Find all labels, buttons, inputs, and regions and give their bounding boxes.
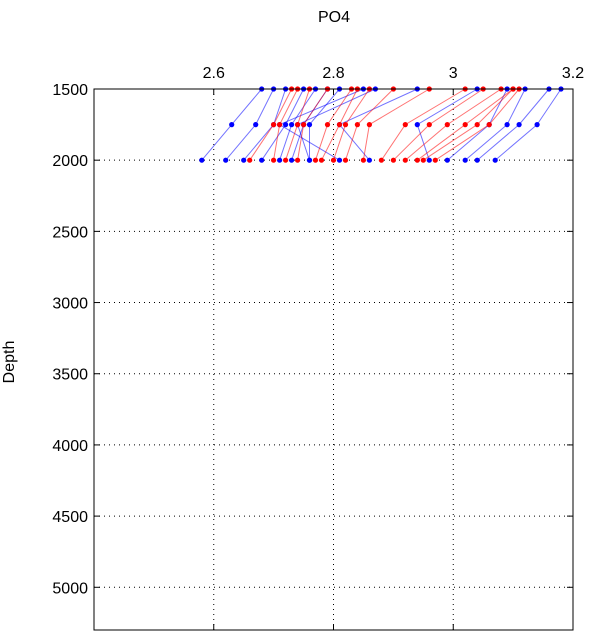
ticks: 2.6 2.8 3 3.2 1500 2000 2500 3000 3500 4000 4500 50… [52, 65, 584, 630]
y-axis-label: Depth [1, 341, 18, 384]
data-point [271, 157, 277, 163]
data-point [444, 122, 450, 128]
data-point [277, 157, 283, 163]
x-tick-label: 2.6 [203, 65, 225, 82]
data-point [390, 157, 396, 163]
data-point [241, 157, 247, 163]
x-tick-label: 3 [449, 65, 458, 82]
data-point [247, 157, 253, 163]
data-point [324, 122, 331, 128]
data-point [229, 122, 235, 128]
x-tick-label: 2.8 [322, 65, 344, 82]
data-point [366, 157, 372, 163]
y-tick-label: 4500 [52, 509, 88, 526]
series-group [199, 86, 564, 163]
data-point [295, 122, 301, 128]
data-point [402, 157, 408, 163]
data-point [414, 122, 420, 128]
data-point [271, 122, 277, 128]
y-tick-label: 2500 [52, 224, 88, 241]
data-point [504, 122, 510, 128]
data-point [492, 157, 498, 163]
data-point [534, 122, 540, 128]
data-point [342, 122, 349, 128]
data-point [516, 122, 522, 128]
chart-title: PO4 [318, 9, 350, 26]
series-layer [199, 86, 564, 163]
data-point [462, 122, 468, 128]
data-point [336, 122, 343, 128]
y-tick-label: 1500 [52, 82, 88, 99]
data-point [432, 157, 438, 163]
data-point [360, 157, 366, 163]
data-point [259, 157, 265, 163]
profile-line [309, 88, 340, 161]
data-point [354, 122, 360, 128]
data-point [306, 122, 313, 128]
data-point [486, 122, 492, 128]
data-point [402, 122, 408, 128]
data-point [301, 122, 307, 128]
data-point [277, 122, 283, 128]
y-tick-label: 3500 [52, 367, 88, 384]
data-point [289, 122, 295, 128]
data-point [223, 157, 229, 163]
data-point [253, 122, 259, 128]
grid [94, 89, 573, 630]
data-point [378, 157, 384, 163]
y-tick-label: 4000 [52, 438, 88, 455]
y-tick-label: 3000 [52, 296, 88, 313]
data-point [366, 122, 372, 128]
data-point [295, 157, 301, 163]
y-tick-label: 5000 [52, 580, 88, 597]
profile-line [464, 88, 526, 161]
data-point [420, 157, 426, 163]
data-point [318, 157, 325, 163]
x-tick-label: 3.2 [562, 65, 584, 82]
data-point [342, 157, 349, 163]
data-point [199, 157, 205, 163]
data-point [414, 157, 420, 163]
data-point [426, 122, 432, 128]
series-group [247, 86, 522, 163]
data-point [444, 157, 450, 163]
data-point [426, 157, 432, 163]
data-point [330, 157, 337, 163]
y-tick-label: 2000 [52, 153, 88, 170]
data-point [312, 157, 319, 163]
data-point [474, 157, 480, 163]
data-point [462, 157, 468, 163]
data-point [306, 157, 313, 163]
data-point [283, 122, 289, 128]
data-point [283, 157, 289, 163]
profile-line [423, 88, 514, 161]
data-point [289, 157, 295, 163]
data-point [336, 157, 343, 163]
data-point [474, 122, 480, 128]
